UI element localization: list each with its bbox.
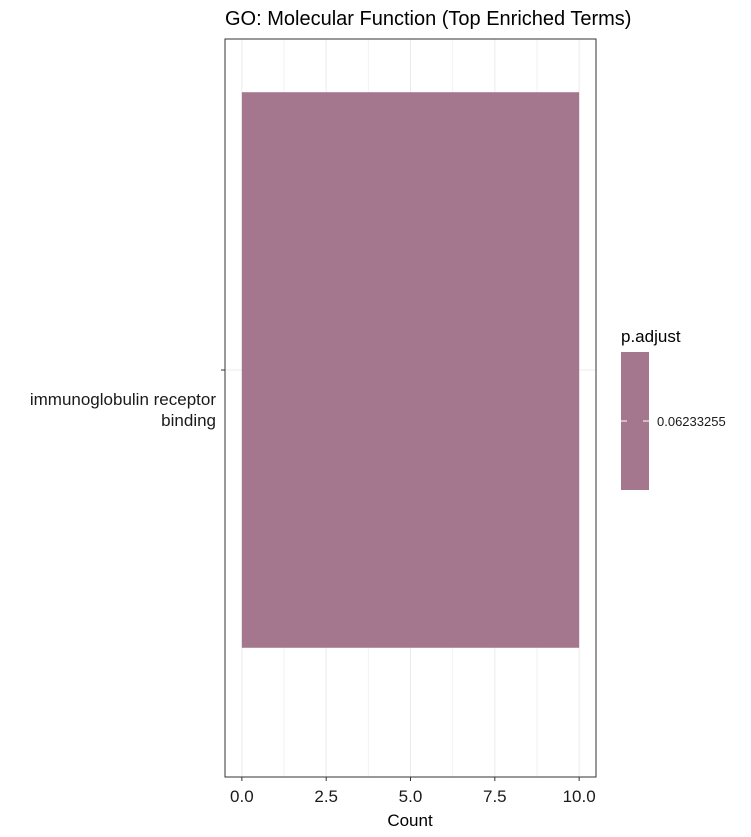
legend: p.adjust 0.06233255 — [621, 327, 726, 490]
x-tick-label: 2.5 — [314, 787, 338, 806]
bar — [241, 92, 580, 648]
chart-title: GO: Molecular Function (Top Enriched Ter… — [225, 8, 631, 30]
x-axis-title: Count — [387, 811, 433, 830]
x-tick-label: 7.5 — [483, 787, 507, 806]
x-tick-label: 0.0 — [230, 787, 254, 806]
x-tick-label: 10.0 — [563, 787, 596, 806]
axis-layer: 0.0 2.5 5.0 7.5 10.0 — [221, 369, 596, 806]
y-category-label-line-1: immunoglobulin receptor — [30, 390, 216, 409]
bar-layer — [241, 92, 580, 648]
legend-tick-label: 0.06233255 — [657, 414, 726, 429]
legend-title: p.adjust — [621, 327, 681, 346]
y-category-labels: immunoglobulin receptor binding — [30, 390, 216, 430]
x-tick-label: 5.0 — [399, 787, 423, 806]
y-category-label-line-2: binding — [161, 411, 216, 430]
